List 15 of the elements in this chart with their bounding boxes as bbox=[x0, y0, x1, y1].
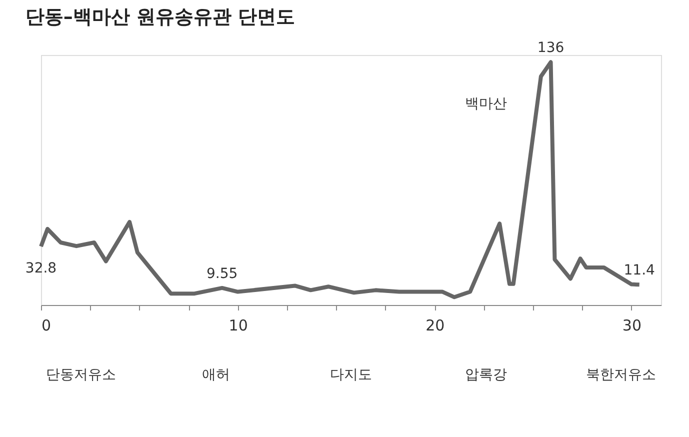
data-label: 9.55 bbox=[206, 266, 238, 282]
text: 다지도 bbox=[330, 367, 372, 383]
x-tick-label: 30 bbox=[622, 316, 642, 334]
x-tick-label: 20 bbox=[426, 316, 445, 334]
data-label: 11.4 bbox=[624, 262, 656, 279]
x-tick-label: 10 bbox=[228, 316, 248, 334]
x-tick-label: 0 bbox=[42, 316, 52, 334]
annotation: 백마산 bbox=[464, 96, 507, 112]
text: 압록강 bbox=[465, 367, 507, 383]
chart-title: 단동–백마산 원유송유관 단면도 bbox=[25, 6, 296, 28]
data-label: 136 bbox=[537, 40, 564, 56]
text: 북한저유소 bbox=[586, 367, 656, 383]
text: 단동저유소 bbox=[46, 367, 116, 383]
data-label: 32.8 bbox=[25, 260, 57, 276]
text: 애허 bbox=[202, 367, 230, 383]
